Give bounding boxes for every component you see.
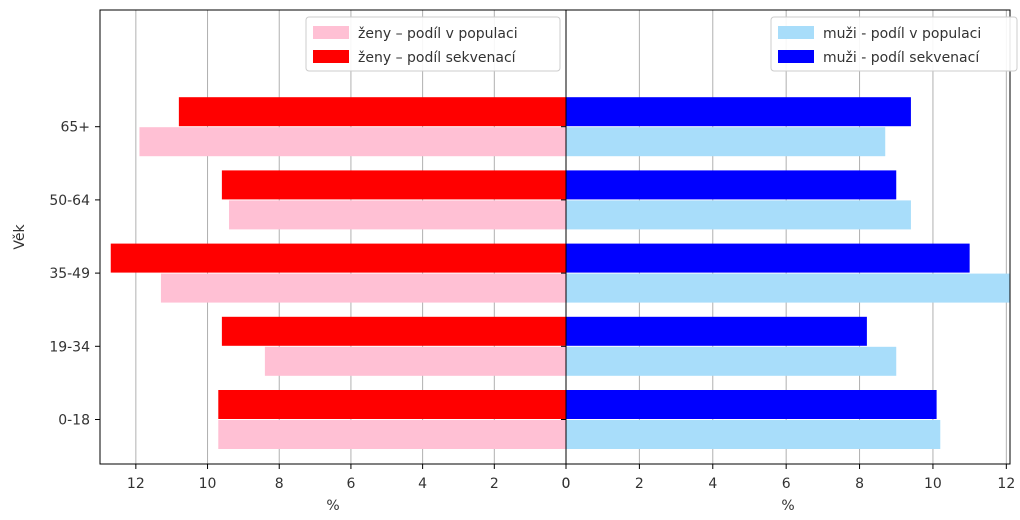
legend-left-box	[305, 16, 561, 72]
bar-muzi-sekvenaci	[566, 390, 937, 419]
bar-muzi-sekvenaci	[566, 243, 970, 273]
left-x-tick-label: 12	[127, 476, 145, 492]
right-x-tick-label: 12	[997, 476, 1015, 492]
left-x-tick-label: 2	[490, 476, 499, 492]
right-x-axis-label: %	[781, 498, 794, 514]
right-x-tick-label: 0	[562, 476, 571, 492]
legend-right-box	[770, 16, 1018, 72]
bar-zeny-populace	[139, 127, 566, 157]
right-x-tick-label: 6	[782, 476, 791, 492]
bar-zeny-populace	[160, 273, 566, 303]
bar-muzi-populace	[566, 346, 897, 376]
left-x-tick-label: 8	[275, 476, 284, 492]
legend-right-label: muži - podíl v populaci	[823, 26, 981, 42]
y-tick-label: 19-34	[49, 339, 90, 355]
bar-muzi-sekvenaci	[566, 97, 911, 127]
bar-zeny-populace	[264, 346, 566, 376]
y-axis-label: Věk	[12, 224, 28, 250]
bar-muzi-populace	[566, 200, 911, 230]
legend-left-swatch	[313, 26, 349, 39]
legend-right-label: muži - podíl sekvenací	[823, 50, 980, 66]
right-x-tick-label: 2	[635, 476, 644, 492]
bar-zeny-populace	[229, 200, 567, 230]
bar-muzi-populace	[566, 127, 886, 157]
bar-zeny-sekvenaci	[221, 316, 566, 346]
y-tick-label: 35-49	[49, 266, 90, 282]
left-x-tick-label: 6	[346, 476, 355, 492]
left-x-axis-label: %	[326, 498, 339, 514]
right-plot-frame	[565, 9, 1011, 465]
legend-right-swatch	[778, 50, 814, 63]
y-tick-label: 65+	[60, 120, 90, 136]
bar-zeny-sekvenaci	[178, 97, 566, 127]
legend-left-swatch	[313, 50, 349, 63]
legend-left-label: ženy – podíl sekvenací	[358, 50, 517, 66]
left-x-tick-label: 0	[562, 476, 571, 492]
y-tick-label: 0-18	[58, 413, 90, 429]
bar-muzi-sekvenaci	[566, 170, 897, 200]
bar-zeny-sekvenaci	[221, 170, 566, 200]
bar-zeny-populace	[218, 420, 567, 449]
legend-right-swatch	[778, 26, 814, 39]
legend-left-label: ženy – podíl v populaci	[358, 26, 518, 42]
left-x-tick-label: 4	[418, 476, 427, 492]
right-x-tick-label: 4	[708, 476, 717, 492]
right-x-tick-label: 10	[924, 476, 942, 492]
bar-zeny-sekvenaci	[218, 390, 567, 419]
bar-muzi-populace	[566, 273, 1010, 303]
bar-muzi-populace	[566, 420, 941, 449]
right-x-tick-label: 8	[855, 476, 864, 492]
left-x-tick-label: 10	[199, 476, 217, 492]
bar-zeny-sekvenaci	[110, 243, 566, 273]
bar-muzi-sekvenaci	[566, 316, 867, 346]
y-tick-label: 50-64	[49, 193, 90, 209]
